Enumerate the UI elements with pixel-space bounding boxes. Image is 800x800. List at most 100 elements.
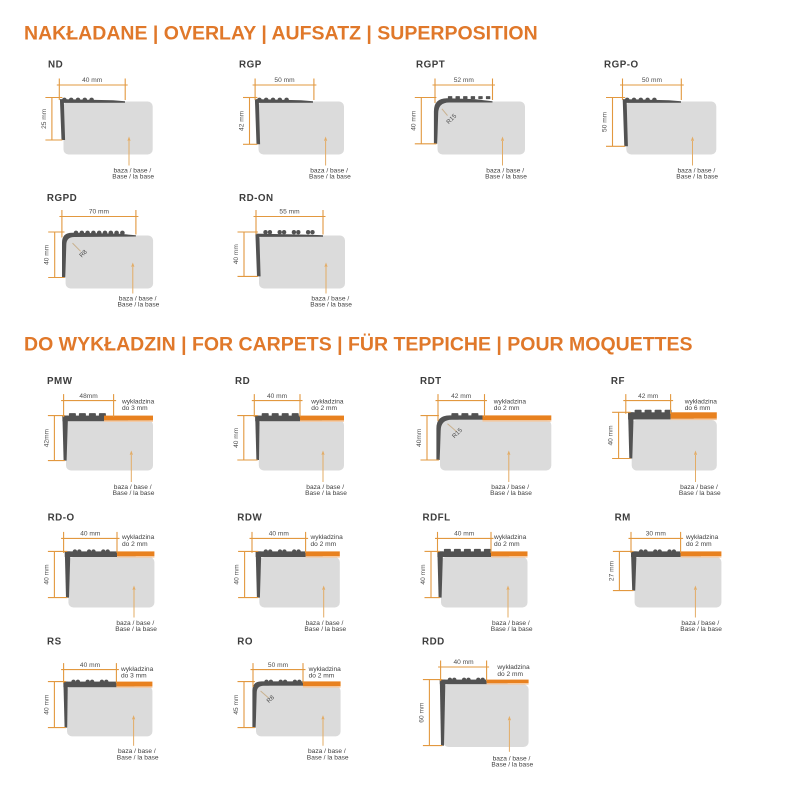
svg-text:DO WYKŁADZIN | FOR CARPETS | F: DO WYKŁADZIN | FOR CARPETS | FÜR TEPPICH… bbox=[24, 332, 693, 355]
svg-text:RS: RS bbox=[47, 637, 62, 648]
svg-text:40mm: 40mm bbox=[416, 428, 423, 447]
svg-text:50 mm: 50 mm bbox=[274, 77, 295, 84]
svg-text:do 2 mm: do 2 mm bbox=[494, 405, 520, 412]
svg-text:40 mm: 40 mm bbox=[44, 244, 51, 265]
svg-text:40 mm: 40 mm bbox=[43, 694, 50, 715]
svg-text:do 2 mm: do 2 mm bbox=[122, 541, 148, 548]
svg-text:RD-ON: RD-ON bbox=[239, 193, 274, 204]
svg-text:48mm: 48mm bbox=[79, 393, 98, 400]
svg-text:40 mm: 40 mm bbox=[420, 564, 427, 585]
svg-text:30 mm: 30 mm bbox=[646, 531, 667, 538]
svg-text:RGP-O: RGP-O bbox=[604, 59, 639, 70]
svg-text:Base / la base: Base / la base bbox=[680, 626, 722, 633]
svg-text:40 mm: 40 mm bbox=[82, 77, 103, 84]
svg-text:Base / la base: Base / la base bbox=[307, 755, 349, 762]
svg-text:wykładzina: wykładzina bbox=[308, 666, 342, 673]
svg-text:40 mm: 40 mm bbox=[454, 531, 475, 538]
svg-text:baza / base /: baza / base / bbox=[308, 748, 346, 755]
svg-text:RDFL: RDFL bbox=[423, 513, 451, 524]
svg-text:RF: RF bbox=[611, 376, 625, 387]
svg-text:RDW: RDW bbox=[237, 513, 262, 524]
svg-text:do 2 mm: do 2 mm bbox=[311, 405, 337, 412]
svg-text:baza / base /: baza / base / bbox=[492, 620, 530, 627]
svg-text:baza / base /: baza / base / bbox=[678, 167, 716, 174]
svg-text:wykładzina: wykładzina bbox=[121, 534, 155, 541]
svg-text:40 mm: 40 mm bbox=[410, 110, 417, 131]
svg-text:wykładzina: wykładzina bbox=[493, 534, 527, 541]
svg-text:ND: ND bbox=[48, 59, 63, 70]
svg-text:40 mm: 40 mm bbox=[80, 531, 101, 538]
svg-text:40 mm: 40 mm bbox=[233, 244, 240, 265]
svg-text:50 mm: 50 mm bbox=[602, 111, 609, 132]
svg-text:baza / base /: baza / base / bbox=[491, 484, 529, 491]
svg-text:do 3 mm: do 3 mm bbox=[121, 673, 147, 680]
svg-text:42 mm: 42 mm bbox=[239, 110, 246, 131]
svg-text:Base / la base: Base / la base bbox=[490, 490, 532, 497]
svg-text:baza / base /: baza / base / bbox=[486, 167, 524, 174]
svg-text:wykładzina: wykładzina bbox=[310, 398, 344, 405]
svg-text:RD: RD bbox=[235, 376, 250, 387]
svg-text:RDD: RDD bbox=[422, 637, 445, 648]
svg-text:baza / base /: baza / base / bbox=[310, 167, 348, 174]
svg-text:52 mm: 52 mm bbox=[454, 77, 475, 84]
svg-text:wykładzina: wykładzina bbox=[684, 398, 718, 405]
svg-text:Base / la base: Base / la base bbox=[305, 490, 347, 497]
svg-text:RGPT: RGPT bbox=[416, 59, 445, 70]
svg-text:25 mm: 25 mm bbox=[41, 108, 48, 129]
svg-text:45 mm: 45 mm bbox=[233, 694, 240, 715]
svg-text:PMW: PMW bbox=[47, 376, 73, 387]
svg-text:27 mm: 27 mm bbox=[608, 560, 615, 581]
svg-text:wykładzina: wykładzina bbox=[121, 398, 155, 405]
svg-text:baza / base /: baza / base / bbox=[119, 295, 157, 302]
svg-text:70 mm: 70 mm bbox=[89, 209, 110, 216]
svg-text:R8: R8 bbox=[78, 248, 89, 259]
svg-text:do 2 mm: do 2 mm bbox=[309, 673, 335, 680]
svg-text:baza / base /: baza / base / bbox=[114, 167, 152, 174]
svg-text:Base / la base: Base / la base bbox=[491, 626, 533, 633]
svg-text:Base / la base: Base / la base bbox=[117, 755, 159, 762]
svg-text:baza / base /: baza / base / bbox=[311, 295, 349, 302]
svg-text:do 2 mm: do 2 mm bbox=[497, 671, 523, 678]
svg-text:wykładzina: wykładzina bbox=[493, 398, 527, 405]
svg-text:RD-O: RD-O bbox=[48, 513, 75, 524]
svg-text:baza / base /: baza / base / bbox=[306, 620, 344, 627]
svg-text:wykładzina: wykładzina bbox=[120, 666, 154, 673]
svg-text:baza / base /: baza / base / bbox=[306, 484, 344, 491]
svg-text:55 mm: 55 mm bbox=[279, 209, 300, 216]
svg-text:baza / base /: baza / base / bbox=[116, 620, 154, 627]
svg-text:do 3 mm: do 3 mm bbox=[122, 405, 148, 412]
svg-text:Base / la base: Base / la base bbox=[485, 174, 527, 181]
svg-text:40 mm: 40 mm bbox=[608, 425, 615, 446]
svg-text:wykładzina: wykładzina bbox=[496, 664, 530, 671]
svg-text:do 2 mm: do 2 mm bbox=[311, 541, 337, 548]
svg-text:50 mm: 50 mm bbox=[268, 662, 289, 669]
svg-text:do 2 mm: do 2 mm bbox=[686, 541, 712, 548]
svg-text:RGP: RGP bbox=[239, 59, 262, 70]
svg-text:50 mm: 50 mm bbox=[642, 77, 663, 84]
svg-text:Base / la base: Base / la base bbox=[112, 174, 154, 181]
svg-text:Base / la base: Base / la base bbox=[491, 762, 533, 769]
svg-text:Base / la base: Base / la base bbox=[309, 174, 351, 181]
svg-text:baza / base /: baza / base / bbox=[681, 620, 719, 627]
svg-text:baza / base /: baza / base / bbox=[118, 748, 156, 755]
svg-text:baza / base /: baza / base / bbox=[493, 755, 531, 762]
svg-text:wykładzina: wykładzina bbox=[685, 534, 719, 541]
svg-text:do 6 mm: do 6 mm bbox=[685, 405, 711, 412]
svg-text:40 mm: 40 mm bbox=[233, 427, 240, 448]
svg-text:Base / la base: Base / la base bbox=[679, 490, 721, 497]
svg-text:40 mm: 40 mm bbox=[43, 564, 50, 585]
svg-text:42 mm: 42 mm bbox=[638, 393, 659, 400]
svg-text:40 mm: 40 mm bbox=[267, 393, 288, 400]
svg-text:Base / la base: Base / la base bbox=[115, 626, 157, 633]
svg-text:RDT: RDT bbox=[420, 376, 442, 387]
svg-text:R8: R8 bbox=[265, 694, 276, 705]
svg-text:RO: RO bbox=[237, 637, 253, 648]
svg-text:40 mm: 40 mm bbox=[80, 662, 101, 669]
svg-text:baza / base /: baza / base / bbox=[114, 484, 152, 491]
svg-text:42 mm: 42 mm bbox=[451, 393, 472, 400]
svg-text:baza / base /: baza / base / bbox=[680, 484, 718, 491]
svg-text:40 mm: 40 mm bbox=[269, 531, 290, 538]
svg-text:RM: RM bbox=[615, 513, 631, 524]
svg-text:40 mm: 40 mm bbox=[454, 659, 475, 666]
svg-text:60 mm: 60 mm bbox=[418, 702, 425, 723]
